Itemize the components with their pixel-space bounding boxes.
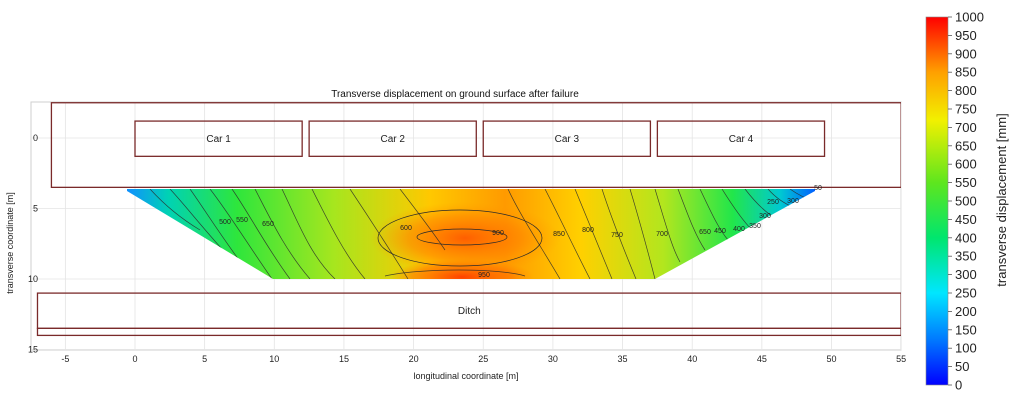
colorbar-tick-label: 850 bbox=[955, 65, 977, 80]
colorbar-tick-label: 1000 bbox=[955, 10, 984, 25]
contour-label: 800 bbox=[582, 227, 594, 234]
colorbar-tick-label: 800 bbox=[955, 83, 977, 98]
contour-label: 650 bbox=[262, 221, 274, 228]
x-tick-label: -5 bbox=[61, 354, 69, 364]
colorbar-ticks: 1000950900850800750700650600550500450400… bbox=[948, 10, 984, 393]
colorbar-tick-label: 450 bbox=[955, 212, 977, 227]
contour-label: 450 bbox=[714, 228, 726, 235]
colorbar-tick-label: 900 bbox=[955, 46, 977, 61]
contour-label: 650 bbox=[699, 229, 711, 236]
contour-line bbox=[399, 189, 446, 251]
hot-zone-lower bbox=[390, 259, 534, 279]
contour-label: 900 bbox=[492, 230, 504, 237]
contour-line bbox=[281, 189, 336, 279]
colorbar-tick-label: 650 bbox=[955, 138, 977, 153]
colorbar bbox=[925, 16, 949, 386]
region-car-2 bbox=[308, 120, 477, 157]
contour-line bbox=[544, 189, 591, 279]
region-label: Ditch bbox=[458, 306, 481, 317]
contour-line bbox=[384, 269, 526, 277]
x-tick-label: 55 bbox=[896, 354, 906, 364]
x-tick-label: 50 bbox=[826, 354, 836, 364]
colorbar-tick-label: 600 bbox=[955, 157, 977, 172]
y-tick-label: 0 bbox=[33, 133, 38, 143]
contour-label: 600 bbox=[400, 225, 412, 232]
contour-line bbox=[574, 189, 613, 279]
contour-line bbox=[349, 189, 409, 279]
x-axis-ticks: -5 0 5 10 15 20 25 30 35 40 45 50 55 bbox=[61, 354, 906, 364]
region-label: Car 3 bbox=[555, 134, 580, 145]
contour-label: 400 bbox=[733, 226, 745, 233]
colorbar-tick-label: 300 bbox=[955, 267, 977, 282]
colorbar-tick-label: 950 bbox=[955, 28, 977, 43]
contour-label: 750 bbox=[611, 232, 623, 239]
colorbar-tick-label: 50 bbox=[955, 359, 969, 374]
region-label: Car 1 bbox=[206, 134, 231, 145]
x-tick-label: 30 bbox=[548, 354, 558, 364]
colorbar-tick-label: 700 bbox=[955, 120, 977, 135]
x-axis-label: longitudinal coordinate [m] bbox=[413, 371, 518, 381]
contour-label: 850 bbox=[553, 231, 565, 238]
contour-label: 350 bbox=[749, 223, 761, 230]
contour-line bbox=[654, 189, 681, 263]
colorbar-tick-label: 150 bbox=[955, 322, 977, 337]
y-tick-label: 15 bbox=[28, 345, 38, 355]
colorbar-tick-label: 750 bbox=[955, 102, 977, 117]
x-tick-label: 40 bbox=[687, 354, 697, 364]
contour-line bbox=[377, 209, 543, 267]
contour-label: 700 bbox=[656, 231, 668, 238]
contour-line bbox=[311, 189, 366, 279]
contour-label: 500 bbox=[219, 219, 231, 226]
region-boundary bbox=[36, 327, 901, 337]
contour-line bbox=[601, 189, 637, 279]
colorbar-tick-label: 400 bbox=[955, 230, 977, 245]
colorbar-tick-label: 350 bbox=[955, 249, 977, 264]
contour-label: 300 bbox=[787, 198, 799, 205]
x-tick-label: 10 bbox=[269, 354, 279, 364]
colorbar-tick-label: 550 bbox=[955, 175, 977, 190]
contour-label: 950 bbox=[478, 272, 490, 279]
y-tick-label: 5 bbox=[33, 204, 38, 214]
y-axis-ticks: 0 5 10 15 bbox=[28, 133, 38, 355]
region-boundary bbox=[50, 102, 901, 188]
region-car-4 bbox=[656, 120, 826, 157]
contour-line bbox=[677, 189, 706, 251]
x-tick-label: 0 bbox=[132, 354, 137, 364]
region-label: Car 2 bbox=[380, 134, 405, 145]
colorbar-label: transverse displacement [mm] bbox=[994, 113, 1009, 286]
contour-line bbox=[231, 189, 291, 279]
region-car-3 bbox=[482, 120, 652, 157]
contour-line bbox=[629, 189, 656, 279]
region-boxes: Car 1 Car 2 Car 3 Car 4 Ditch bbox=[36, 102, 901, 337]
colorbar-tick-label: 200 bbox=[955, 304, 977, 319]
contour-label: 550 bbox=[236, 217, 248, 224]
contour-line bbox=[416, 228, 508, 246]
region-label: Car 4 bbox=[729, 134, 754, 145]
x-tick-label: 20 bbox=[409, 354, 419, 364]
x-tick-label: 5 bbox=[202, 354, 207, 364]
colorbar-tick-label: 100 bbox=[955, 341, 977, 356]
contour-line bbox=[699, 189, 729, 241]
contour-line bbox=[209, 189, 273, 279]
y-tick-label: 10 bbox=[28, 274, 38, 284]
contour-label: 250 bbox=[767, 199, 779, 206]
chart-title: Transverse displacement on ground surfac… bbox=[331, 89, 579, 100]
contour-label: 50 bbox=[814, 185, 822, 192]
y-axis-label: transverse coordinate [m] bbox=[5, 192, 15, 294]
hot-zone-upper bbox=[370, 202, 560, 274]
contour-line bbox=[149, 189, 201, 231]
region-car-1 bbox=[134, 120, 303, 157]
x-tick-label: 45 bbox=[757, 354, 767, 364]
contour-line bbox=[254, 189, 311, 279]
contour-label: 300 bbox=[759, 213, 771, 220]
colorbar-tick-label: 500 bbox=[955, 194, 977, 209]
x-tick-label: 15 bbox=[339, 354, 349, 364]
colorbar-tick-label: 0 bbox=[955, 378, 962, 393]
contour-line bbox=[507, 189, 561, 279]
colorbar-tick-label: 250 bbox=[955, 286, 977, 301]
x-tick-label: 25 bbox=[478, 354, 488, 364]
x-tick-label: 35 bbox=[618, 354, 628, 364]
